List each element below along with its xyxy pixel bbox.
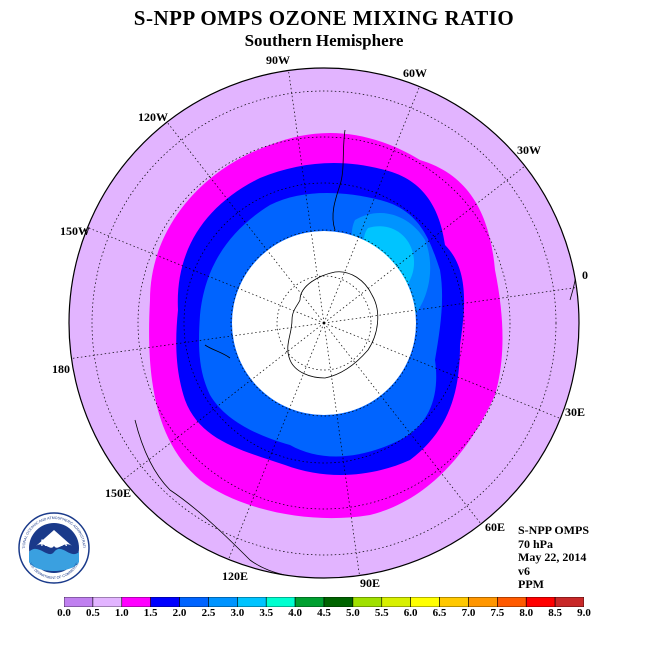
colorbar-swatch: [64, 597, 94, 607]
colorbar-tick-label: 3.0: [230, 607, 245, 619]
colorbar-tick-label: 6.5: [432, 607, 447, 619]
map-boundary: [68, 67, 580, 579]
longitude-label: 90W: [266, 53, 290, 67]
info-date: May 22, 2014: [518, 550, 587, 564]
longitude-label: 60W: [403, 66, 427, 80]
colorbar-tick-label: 6.0: [403, 607, 418, 619]
latitude-circle: [276, 275, 372, 371]
colorbar-swatch: [121, 597, 151, 607]
longitude-label: 150E: [105, 486, 132, 500]
colorbar-tick-label: 2.5: [201, 607, 216, 619]
meridian-line: [323, 322, 482, 525]
colorbar-swatch: [352, 597, 383, 607]
info-level: 70 hPa: [518, 536, 554, 551]
info-instrument: S-NPP OMPS: [518, 523, 589, 537]
longitude-label: 90E: [360, 576, 381, 590]
colorbar-tick-label: 9.0: [577, 607, 591, 619]
meridian-line: [323, 287, 577, 324]
map-title: S-NPP OMPS OZONE MIXING RATIO: [133, 6, 515, 30]
info-block: S-NPP OMPS 70 hPa May 22, 2014 v6 PPM: [518, 523, 589, 592]
map-subtitle: Southern Hemisphere: [244, 31, 404, 50]
colorbar-swatch: [497, 597, 527, 607]
latitude-circle: [230, 229, 418, 417]
longitude-label: 150W: [60, 224, 90, 238]
longitude-label: 60E: [485, 520, 506, 534]
meridian-line: [166, 121, 325, 324]
colorbar-tick-label: 3.5: [259, 607, 274, 619]
colorbar-swatch: [554, 597, 584, 607]
longitude-label: 30W: [517, 143, 541, 157]
colorbar-swatch: [468, 597, 498, 607]
latitude-circle: [183, 182, 465, 464]
colorbar-swatch: [323, 597, 354, 607]
meridian-line: [323, 322, 360, 576]
colorbar-swatch: [439, 597, 469, 607]
meridian-line: [122, 322, 325, 481]
colorbar-swatch: [150, 597, 180, 607]
colorbar-swatch: [265, 597, 296, 607]
meridian-line: [87, 227, 325, 324]
longitude-label: 0: [582, 268, 588, 282]
colorbar-swatch: [525, 597, 556, 607]
colorbar-tick-label: 4.5: [317, 607, 331, 619]
latitude-circle: [137, 136, 511, 510]
graticule: [71, 70, 577, 576]
colorbar-tick-label: 1.5: [143, 607, 158, 619]
longitude-label: 180: [52, 362, 70, 376]
colorbar-swatch: [410, 597, 440, 607]
meridian-line: [288, 70, 325, 324]
info-units: PPM: [518, 577, 544, 591]
colorbar-swatch: [381, 597, 411, 607]
colorbar-tick-label: 7.0: [461, 607, 476, 619]
colorbar-tick-label: 8.5: [548, 607, 562, 619]
colorbar-swatch: [179, 597, 209, 607]
colorbar-tick-label: 5.5: [374, 607, 389, 619]
antarctica-coastline: [287, 271, 379, 379]
colorbar-tick-label: 4.0: [288, 607, 302, 619]
colorbar-tick-label: 8.0: [519, 607, 534, 619]
colorbar-tick-label: 5.0: [346, 607, 360, 619]
colorbar-tick-label: 7.5: [490, 607, 505, 619]
colorbar-tick-label: 0.5: [86, 607, 100, 619]
colorbar-swatch: [208, 597, 238, 607]
meridian-line: [71, 322, 325, 359]
longitude-label: 120W: [138, 110, 168, 124]
longitude-label: 120E: [222, 569, 249, 583]
logo-text: NOAA: [41, 538, 68, 548]
colorbar-tick-label: 1.0: [114, 607, 129, 619]
info-version: v6: [518, 563, 530, 578]
colorbar-swatch: [92, 597, 123, 607]
colorbar-swatch: [294, 597, 325, 607]
longitude-label: 30E: [565, 405, 586, 419]
noaa-logo: NOAA NATIONAL OCEANIC AND ATMOSPHERIC AD…: [18, 512, 90, 584]
meridian-line: [323, 322, 561, 419]
latitude-circle: [91, 90, 557, 556]
meridian-line: [323, 86, 420, 324]
new-zealand-coastline: [204, 344, 231, 359]
meridian-line: [323, 165, 526, 324]
colorbar-swatch: [237, 597, 267, 607]
meridian-line: [228, 322, 325, 560]
colorbar: [64, 597, 584, 607]
colorbar-tick-label: 2.0: [172, 607, 187, 619]
south-america-coastline: [332, 129, 346, 231]
colorbar-tick-label: 0.0: [57, 607, 71, 619]
